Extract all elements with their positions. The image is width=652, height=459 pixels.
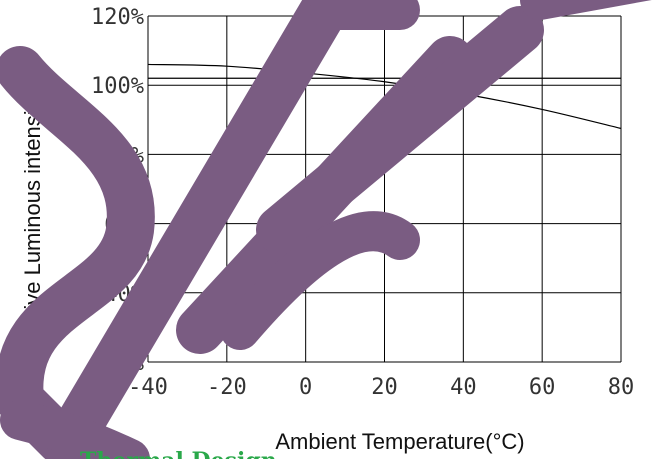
footer-text: Thermal Design (80, 448, 277, 459)
watermark-stroke-e (220, 211, 420, 350)
y-tick-label-5: 120% (91, 5, 144, 30)
x-tick-label-2: 0 (299, 375, 312, 400)
watermark-stroke-bottom (0, 400, 150, 459)
y-tick-label-4: 100% (91, 74, 144, 99)
x-tick-label-1: -20 (207, 375, 247, 400)
watermark-stroke-p (256, 6, 544, 254)
x-tick-label-0: -40 (128, 375, 168, 400)
watermark-stroke-a (46, 0, 354, 459)
watermark-stroke-s (0, 46, 155, 459)
x-tick-label-4: 40 (450, 375, 477, 400)
x-tick-label-5: 60 (529, 375, 556, 400)
x-axis-title: Ambient Temperature(°C) (275, 429, 524, 454)
x-tick-label-6: 80 (608, 375, 635, 400)
x-tick-labels: -40 -20 0 20 40 60 80 (128, 375, 634, 400)
series-group (147, 63, 622, 130)
series-line-0 (147, 63, 622, 130)
x-tick-label-3: 20 (371, 375, 398, 400)
